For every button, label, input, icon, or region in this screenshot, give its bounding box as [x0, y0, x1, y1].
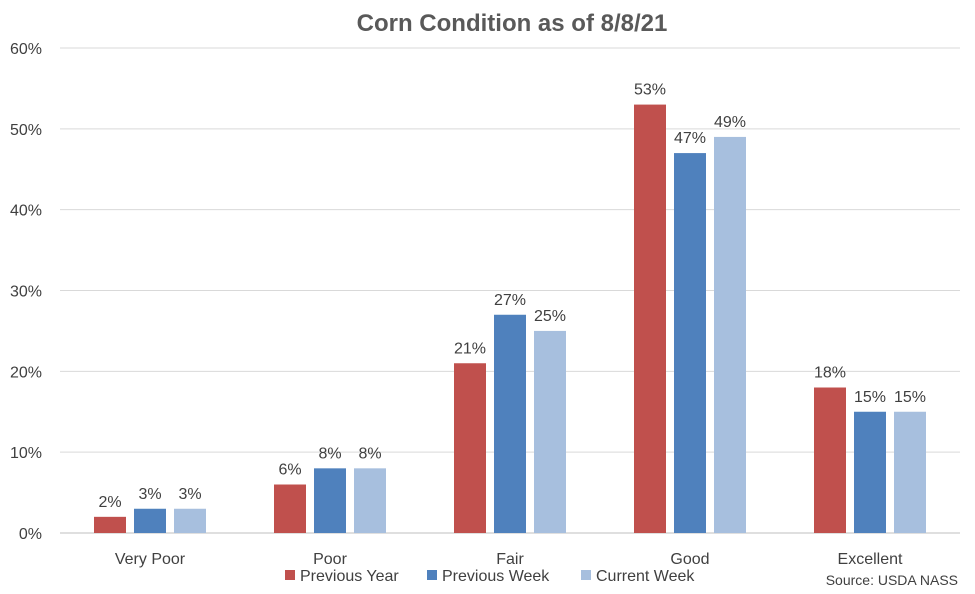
bar — [354, 468, 386, 533]
chart-title: Corn Condition as of 8/8/21 — [357, 10, 668, 37]
y-tick-label: 0% — [19, 526, 42, 543]
legend-label: Previous Year — [300, 568, 399, 585]
x-tick-label: Poor — [313, 551, 347, 568]
source-note: Source: USDA NASS — [826, 572, 958, 588]
data-labels: 2% 3% 3% 6% 8% 8% 21% 27% 25% 53% 47% 49% 18% 15% 15% — [98, 82, 926, 511]
bar — [94, 516, 126, 533]
bar — [674, 153, 706, 534]
legend-swatch — [581, 570, 591, 580]
y-tick-label: 50% — [10, 122, 42, 139]
data-label: 8% — [358, 445, 381, 462]
y-tick-label: 60% — [10, 41, 42, 58]
y-tick-label: 30% — [10, 284, 42, 301]
legend-swatch — [285, 570, 295, 580]
x-tick-label: Good — [670, 551, 709, 568]
x-axis: Very Poor Poor Fair Good Excellent — [115, 551, 903, 568]
y-tick-label: 40% — [10, 203, 42, 220]
bar — [314, 468, 346, 533]
data-label: 21% — [454, 340, 486, 357]
legend-label: Previous Week — [442, 568, 550, 585]
bar — [274, 484, 306, 533]
bar — [534, 330, 566, 533]
legend-label: Current Week — [596, 568, 695, 585]
data-label: 15% — [854, 389, 886, 406]
data-label: 53% — [634, 82, 666, 99]
data-label: 8% — [318, 445, 341, 462]
x-tick-label: Excellent — [838, 551, 903, 568]
data-label: 2% — [98, 494, 121, 511]
data-label: 47% — [674, 130, 706, 147]
data-label: 27% — [494, 292, 526, 309]
data-label: 3% — [138, 486, 161, 503]
bar — [714, 136, 746, 533]
x-tick-label: Very Poor — [115, 551, 186, 568]
data-label: 18% — [814, 365, 846, 382]
data-label: 6% — [278, 462, 301, 479]
bar — [634, 104, 666, 533]
bar — [494, 314, 526, 533]
bar — [134, 508, 166, 533]
data-label: 49% — [714, 114, 746, 131]
data-label: 3% — [178, 486, 201, 503]
bar — [174, 508, 206, 533]
bar — [814, 387, 846, 533]
y-tick-label: 20% — [10, 364, 42, 381]
data-label: 25% — [534, 308, 566, 325]
bar — [454, 363, 486, 533]
y-tick-label: 10% — [10, 445, 42, 462]
y-axis: 0% 10% 20% 30% 40% 50% 60% — [10, 41, 42, 543]
bar — [854, 411, 886, 533]
legend-swatch — [427, 570, 437, 580]
legend: Previous Year Previous Week Current Week — [285, 568, 695, 585]
x-tick-label: Fair — [496, 551, 524, 568]
bars — [94, 104, 926, 534]
bar — [894, 411, 926, 533]
data-label: 15% — [894, 389, 926, 406]
